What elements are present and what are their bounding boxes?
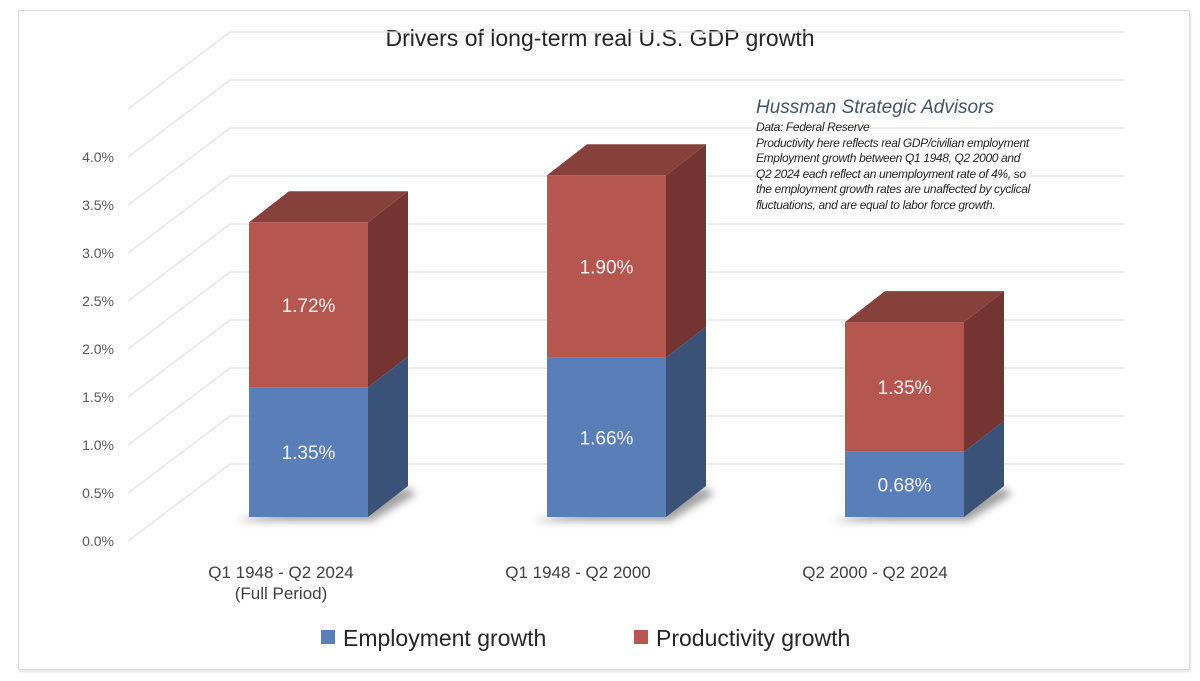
data-label: 1.66% (580, 428, 634, 449)
x-category-label: Q1 1948 - Q2 2000 (505, 563, 651, 582)
stacked-bar: 0.68% 1.35% (845, 291, 1004, 517)
bar-side-face (666, 144, 706, 358)
bar-side-face (964, 291, 1004, 452)
gridline (127, 415, 1125, 494)
bar-side-face (666, 326, 706, 517)
bar-front-face (249, 222, 368, 388)
chart-title: Drivers of long-term real U.S. GDP growt… (385, 25, 814, 51)
bar-segment-employment: 0.68% (845, 420, 1004, 517)
gridline (127, 223, 1125, 302)
x-category-label: Q2 2000 - Q2 2024 (802, 563, 948, 582)
y-tick-label: 2.5% (82, 293, 114, 309)
bar-segment-productivity: 1.90% (547, 144, 706, 358)
x-category-label: (Full Period) (235, 584, 328, 603)
bar-front-face (845, 451, 964, 517)
bars: 1.35% 1.72% 1.66% 1.90% 0.68% 1.35% (235, 144, 1012, 521)
y-tick-label: 4.0% (82, 149, 114, 165)
y-tick-label: 1.5% (82, 389, 114, 405)
gridline (127, 367, 1125, 446)
stacked-bar: 1.35% 1.72% (249, 191, 408, 517)
x-category-label: Q1 1948 - Q2 2024 (208, 563, 354, 582)
gridlines (127, 31, 1125, 542)
y-tick-label: 3.0% (82, 245, 114, 261)
legend-swatch (321, 630, 335, 644)
bar-front-face (547, 357, 666, 517)
y-axis-ticks: 0.0% 0.5% 1.0% 1.5% 2.0% 2.5% 3.0% 3.5% 4.0% (82, 149, 114, 549)
annotation-line: the employment growth rates are unaffect… (756, 182, 1030, 196)
annotation-line: Employment growth between Q1 1948, Q2 20… (756, 151, 1021, 165)
legend: Employment growth Productivity growth (321, 625, 850, 651)
annotation-line: fluctuations, and are equal to labor for… (756, 197, 996, 212)
bar-top-face (547, 144, 706, 176)
bar-front-face (845, 322, 964, 452)
y-tick-label: 0.5% (82, 485, 114, 501)
gridline (127, 175, 1125, 254)
bar-top-face (249, 191, 408, 223)
bar-top-face (845, 291, 1004, 323)
annotation-line: Productivity here reflects real GDP/civi… (756, 135, 1029, 150)
gridline (127, 271, 1125, 350)
gridline (127, 79, 1125, 158)
bar-segment-employment: 1.35% (249, 356, 408, 517)
data-label: 1.90% (580, 257, 634, 278)
bar-segment-productivity: 1.35% (845, 291, 1004, 452)
stacked-bar: 1.66% 1.90% (547, 144, 706, 517)
bar-segment-productivity: 1.72% (249, 191, 408, 388)
gridline (127, 127, 1125, 206)
y-tick-label: 1.0% (82, 437, 114, 453)
bar-segment-employment: 1.66% (547, 326, 706, 517)
brand-name: Hussman Strategic Advisors (756, 97, 994, 118)
bar-front-face (249, 387, 368, 517)
bar-side-face (964, 420, 1004, 517)
legend-item: Employment growth (321, 625, 546, 651)
data-label: 1.72% (282, 296, 336, 317)
annotation-box: Hussman Strategic Advisors Data: Federal… (756, 96, 1176, 213)
data-label: 1.35% (878, 378, 932, 399)
bar-side-face (368, 356, 408, 517)
gridline (127, 319, 1125, 398)
gridline (127, 31, 1125, 110)
annotation-line: Q2 2024 each reflect an unemployment rat… (756, 166, 1026, 181)
data-label: 0.68% (878, 475, 932, 496)
legend-label: Employment growth (343, 625, 546, 651)
legend-label: Productivity growth (656, 625, 850, 651)
y-tick-label: 3.5% (82, 197, 114, 213)
y-tick-label: 0.0% (82, 533, 114, 549)
bar-front-face (547, 175, 666, 358)
bar-side-face (368, 191, 408, 388)
annotation-line: Data: Federal Reserve (756, 120, 870, 134)
x-axis-categories: Q1 1948 - Q2 2024 (Full Period) Q1 1948 - … (208, 563, 948, 603)
legend-item: Productivity growth (634, 625, 850, 651)
legend-swatch (634, 630, 648, 644)
data-label: 1.35% (282, 443, 336, 464)
gridline (127, 463, 1125, 542)
y-tick-label: 2.0% (82, 341, 114, 357)
